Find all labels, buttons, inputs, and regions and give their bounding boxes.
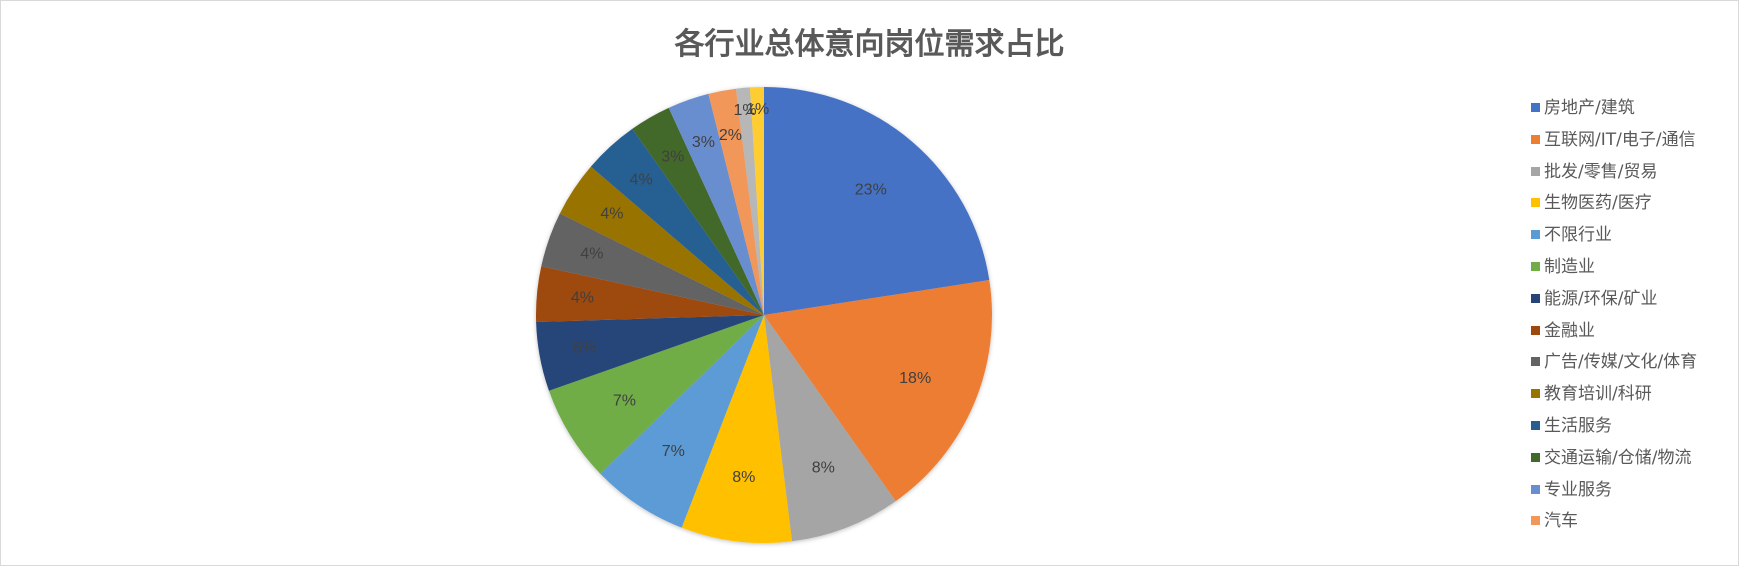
legend-swatch bbox=[1531, 389, 1540, 399]
legend-swatch bbox=[1531, 230, 1540, 240]
pie-slice bbox=[668, 93, 764, 316]
legend-swatch bbox=[1531, 198, 1540, 208]
pie-slice bbox=[559, 166, 764, 315]
pie-slice bbox=[764, 315, 896, 542]
pie-slice bbox=[749, 87, 764, 315]
legend-item: 能源/环保/矿业 bbox=[1531, 286, 1697, 318]
legend-label: 交通运输/仓储/物流 bbox=[1544, 447, 1692, 468]
data-label: 4% bbox=[600, 205, 623, 222]
legend-item: 生物医药/医疗 bbox=[1531, 190, 1697, 222]
legend-swatch bbox=[1531, 516, 1540, 526]
legend-label: 能源/环保/矿业 bbox=[1544, 288, 1658, 309]
legend-item: 互联网/IT/电子/通信 bbox=[1531, 127, 1697, 159]
data-label: 18% bbox=[899, 370, 931, 387]
legend-label: 互联网/IT/电子/通信 bbox=[1544, 129, 1696, 150]
pie-slice bbox=[764, 87, 990, 315]
pie-slice bbox=[536, 266, 764, 323]
data-label: 4% bbox=[580, 246, 603, 263]
data-label: 23% bbox=[855, 182, 887, 199]
legend-label: 批发/零售/贸易 bbox=[1544, 161, 1658, 182]
legend-item: 不限行业 bbox=[1531, 222, 1697, 254]
legend-swatch bbox=[1531, 325, 1540, 335]
data-label: 8% bbox=[732, 469, 755, 486]
legend: 房地产/建筑互联网/IT/电子/通信 批发/零售/贸易 生物医药/医疗 不限行业制造业… bbox=[1531, 95, 1697, 540]
data-label: 7% bbox=[662, 443, 685, 460]
pie-slice bbox=[541, 213, 764, 315]
data-label: 5% bbox=[573, 340, 596, 357]
legend-item: 房地产/建筑 bbox=[1531, 95, 1697, 127]
legend-swatch bbox=[1531, 452, 1540, 462]
legend-item: 汽车 bbox=[1531, 508, 1697, 540]
pie-slice bbox=[735, 87, 764, 316]
data-label: 8% bbox=[812, 459, 835, 476]
legend-item: 教育培训/科研 bbox=[1531, 381, 1697, 413]
legend-item: 生活服务 bbox=[1531, 413, 1697, 445]
pie-slice bbox=[548, 315, 764, 474]
data-label: 2% bbox=[719, 127, 742, 144]
legend-label: 广告/传媒/文化/体育 bbox=[1544, 352, 1698, 373]
pie-slice bbox=[536, 315, 764, 391]
data-label: 1% bbox=[746, 101, 769, 118]
legend-label: 教育培训/科研 bbox=[1544, 384, 1652, 405]
legend-item: 制造业 bbox=[1531, 254, 1697, 286]
legend-swatch bbox=[1531, 166, 1540, 176]
data-label: 4% bbox=[630, 171, 653, 188]
legend-label: 汽车 bbox=[1544, 511, 1578, 532]
data-label: 1% bbox=[734, 102, 757, 119]
data-label: 4% bbox=[571, 289, 594, 306]
legend-item: 交通运输/仓储/物流 bbox=[1531, 445, 1697, 477]
chart-title: 各行业总体意向岗位需求占比 bbox=[674, 27, 1065, 62]
legend-label: 制造业 bbox=[1544, 256, 1595, 277]
legend-item: 批发/零售/贸易 bbox=[1531, 159, 1697, 191]
legend-label: 生活服务 bbox=[1544, 415, 1612, 436]
legend-item: 广告/传媒/文化/体育 bbox=[1531, 349, 1697, 381]
pie-slice bbox=[590, 128, 764, 315]
legend-item: 金融业 bbox=[1531, 318, 1697, 350]
pie-data-labels: 23%18%8%8%7%7%5%4%4%4%4%3%3% 2%1%1% bbox=[571, 101, 931, 486]
legend-swatch bbox=[1531, 357, 1540, 367]
legend-swatch bbox=[1531, 103, 1540, 112]
legend-label: 生物医药/医疗 bbox=[1544, 193, 1652, 214]
data-label: 7% bbox=[613, 393, 636, 410]
legend-swatch bbox=[1531, 484, 1540, 494]
data-label: 3% bbox=[661, 148, 684, 165]
data-label: 3% bbox=[692, 134, 715, 151]
legend-label: 房地产/建筑 bbox=[1544, 98, 1635, 118]
legend-swatch bbox=[1531, 134, 1540, 144]
pie-slice bbox=[600, 315, 764, 528]
legend-swatch bbox=[1531, 293, 1540, 303]
pie-slices bbox=[536, 87, 993, 543]
legend-swatch bbox=[1531, 420, 1540, 430]
pie-slice bbox=[681, 315, 793, 543]
legend-label: 金融业 bbox=[1544, 320, 1595, 341]
legend-label: 不限行业 bbox=[1544, 225, 1612, 246]
pie-slice bbox=[764, 280, 993, 502]
pie-slice bbox=[708, 88, 764, 316]
legend-item: 专业服务 bbox=[1531, 477, 1697, 509]
legend-label: 专业服务 bbox=[1544, 479, 1612, 500]
pie-slice bbox=[632, 107, 764, 315]
legend-swatch bbox=[1531, 261, 1540, 271]
